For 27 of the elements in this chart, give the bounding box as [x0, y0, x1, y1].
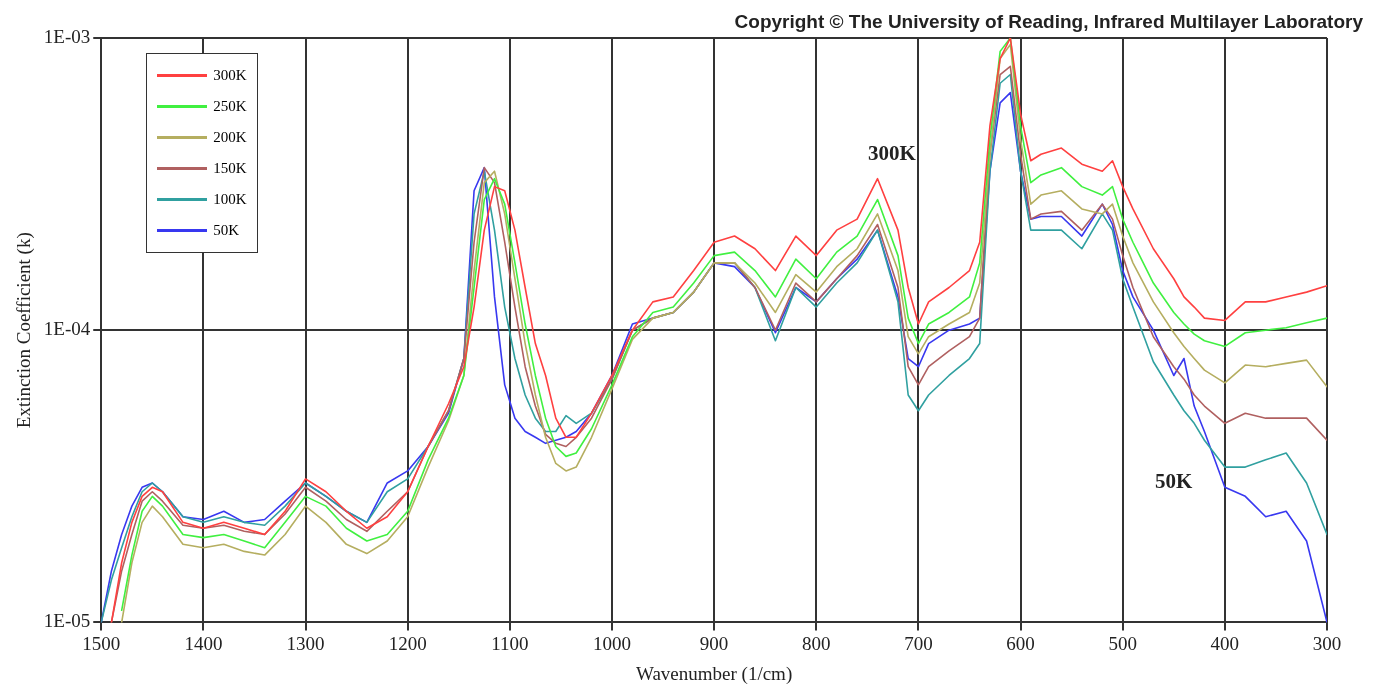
x-axis-title: Wavenumber (1/cm) — [636, 662, 793, 685]
x-tick-label: 500 — [1108, 632, 1137, 654]
text: Copyright © The University of Reading, Infrared Multilayer Laboratory — [734, 10, 1364, 32]
x-tick-label: 1500 — [82, 632, 121, 654]
legend-label: 250K — [213, 98, 247, 115]
x-tick-label: 1000 — [592, 632, 631, 654]
x-tick-label: 300 — [1312, 632, 1342, 654]
annotation: 50K — [1155, 468, 1194, 493]
x-tick-label: 1300 — [286, 632, 325, 654]
legend-label: 300K — [213, 67, 247, 84]
legend-label: 200K — [213, 129, 247, 146]
legend-label: 50K — [213, 222, 240, 239]
x-tick-label: 800 — [802, 632, 831, 654]
x-tick-label: 1400 — [184, 632, 223, 654]
x-tick-label: 600 — [1006, 632, 1035, 654]
x-tick-label: 900 — [699, 632, 729, 654]
x-tick-label: 700 — [904, 632, 933, 654]
y-tick-label: 1E-03 — [43, 25, 91, 47]
y-tick-label: 1E-04 — [43, 318, 91, 340]
x-tick-label: 400 — [1210, 632, 1240, 654]
y-axis-title: Extinction Coefficient (k) — [13, 232, 36, 429]
legend-label: 150K — [213, 160, 247, 177]
x-tick-label: 1200 — [388, 632, 427, 654]
annotation: 300K — [867, 141, 917, 166]
legend-label: 100K — [213, 191, 247, 208]
y-tick-label: 1E-05 — [43, 610, 91, 632]
x-tick-label: 1100 — [491, 632, 529, 654]
